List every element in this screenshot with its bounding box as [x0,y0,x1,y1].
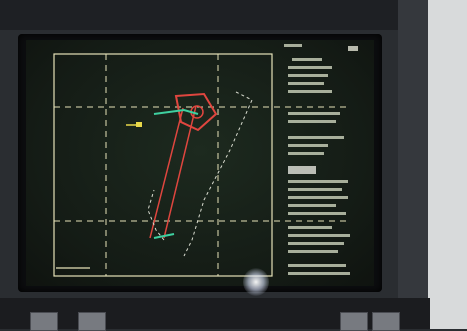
bezel-button[interactable] [30,312,58,331]
flight-trail [183,91,253,257]
display-screen [26,40,374,286]
screen-graphics [53,44,358,277]
plot-border [53,53,273,277]
bezel-button[interactable] [340,312,368,331]
bezel-inner-right [398,0,430,329]
track-line [163,105,197,239]
heading-line [153,108,199,115]
bezel-button[interactable] [78,312,106,331]
aircraft-marker-icon [153,233,175,239]
readout-panel [284,44,358,275]
flight-trail [147,189,165,241]
bezel-button[interactable] [372,312,400,331]
track-line [149,107,184,239]
light-glare [243,268,269,296]
background-wall [428,0,467,329]
bezel-top [0,0,467,30]
target-marker-icon [174,92,218,132]
yellow-marker [136,122,142,127]
